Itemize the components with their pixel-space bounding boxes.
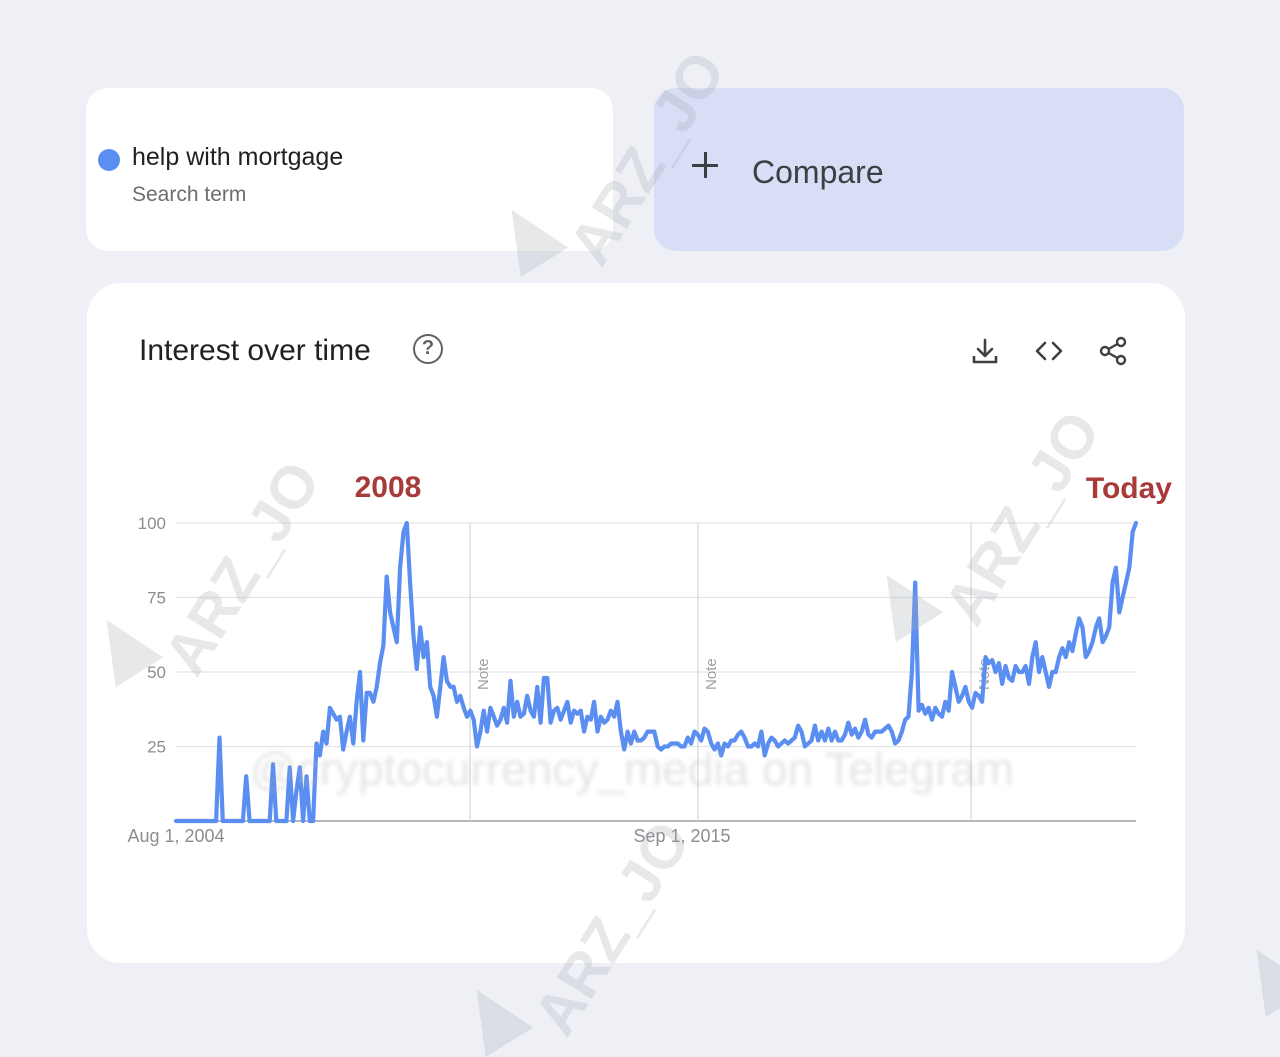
compare-label: Compare	[752, 154, 884, 190]
chart-title: Interest over time	[139, 334, 371, 367]
download-icon[interactable]	[969, 335, 1001, 367]
plus-icon	[692, 152, 718, 178]
interest-over-time-card: Interest over time ?	[87, 283, 1185, 963]
help-icon[interactable]: ?	[413, 334, 443, 364]
x-tick-label: Aug 1, 2004	[127, 826, 224, 846]
series-color-dot	[98, 149, 120, 171]
y-tick-label: 100	[138, 514, 166, 533]
note-label: Note	[703, 658, 720, 690]
embed-code-icon[interactable]	[1033, 335, 1065, 367]
y-tick-label: 25	[147, 738, 166, 757]
search-term-card[interactable]: help with mortgage Search term	[86, 88, 613, 251]
series-line	[173, 520, 1139, 824]
search-term-sublabel: Search term	[132, 183, 247, 206]
note-label: Note	[475, 658, 492, 690]
search-term-label: help with mortgage	[132, 143, 344, 171]
annotation-peak: 2008	[355, 471, 422, 504]
x-tick-label: Sep 1, 2015	[633, 826, 730, 846]
share-icon[interactable]	[1097, 335, 1129, 367]
compare-button[interactable]: Compare	[654, 88, 1184, 251]
annotation-today: Today	[1086, 472, 1172, 505]
y-tick-label: 50	[147, 663, 166, 682]
y-tick-label: 75	[147, 589, 166, 608]
